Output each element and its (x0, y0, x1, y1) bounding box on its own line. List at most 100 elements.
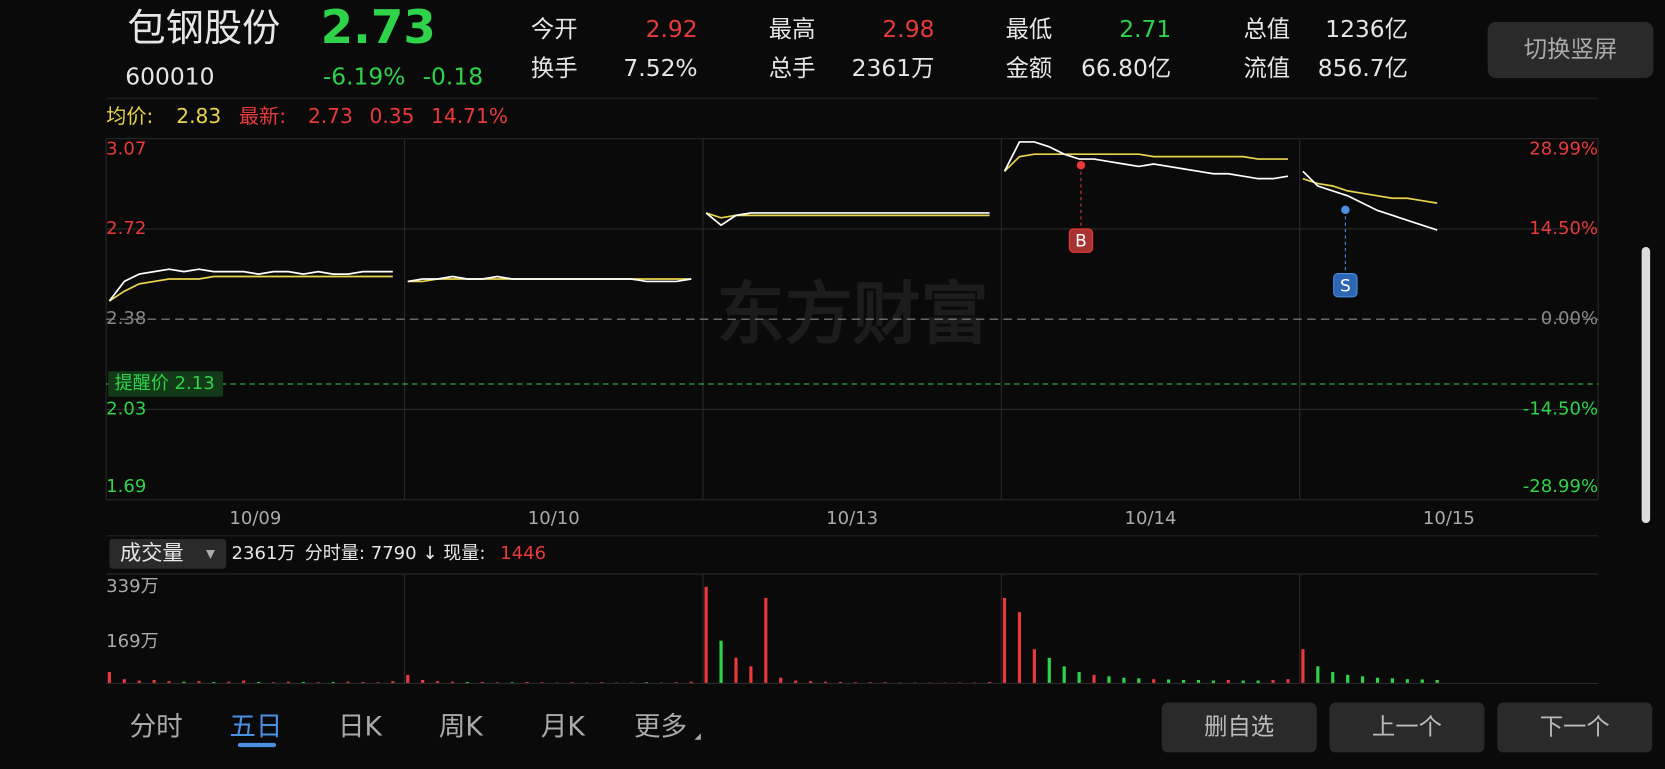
y-axis-left-label: 2.72 (106, 218, 146, 239)
volume-bar (1435, 679, 1439, 684)
price-line (705, 212, 990, 227)
date-label: 10/14 (1125, 508, 1177, 529)
stat-label: 流值 (1243, 54, 1290, 82)
volume-bar (1271, 679, 1275, 684)
volume-bar (212, 681, 216, 684)
action-button[interactable] (1497, 702, 1653, 753)
volume-axis-label: 339万 (106, 576, 158, 597)
stat-label: 换手 (531, 54, 578, 82)
volume-bar (301, 681, 305, 684)
change-pct: -6.19% (323, 63, 406, 91)
volume-bar (406, 674, 410, 684)
marker-label: B (1075, 232, 1087, 252)
volume-selector-label: 成交量 (120, 541, 184, 566)
tab[interactable]: 更多 (634, 712, 687, 743)
tab[interactable]: 日K (338, 712, 383, 743)
volume-bar (391, 681, 395, 684)
marker-badge (1068, 228, 1094, 253)
volume-bar (794, 680, 798, 684)
avg-line (1302, 177, 1438, 204)
volume-bar (1241, 680, 1245, 684)
volume-current: 1446 (500, 543, 546, 564)
y-axis-right-label: -14.50% (1523, 398, 1598, 419)
volume-bar (1360, 676, 1365, 684)
price-line (1302, 170, 1438, 231)
volume-bar (316, 682, 320, 684)
price-line (1003, 141, 1289, 180)
avg-label: 均价: (106, 104, 153, 128)
stat-value: 2.71 (1119, 15, 1171, 43)
volume-bar (1196, 679, 1201, 684)
tab[interactable]: 周K (439, 712, 484, 743)
latest-label: 最新: (239, 104, 286, 128)
volume-bar (1062, 666, 1066, 684)
latest-pct: 14.71% (431, 104, 508, 128)
volume-bar (1316, 666, 1320, 684)
alert-tag (108, 371, 223, 397)
y-axis-right-label: 0.00% (1541, 308, 1598, 329)
volume-bar (1077, 672, 1081, 684)
volume-bar (197, 681, 201, 684)
volume-bar (242, 680, 246, 684)
volume-bar (1405, 679, 1409, 684)
tab[interactable]: 月K (541, 712, 586, 743)
price: 2.73 (321, 1, 436, 55)
volume-bar (1047, 657, 1051, 684)
volume-bar (1152, 679, 1156, 684)
volume-bar (674, 682, 678, 684)
stat-label: 总值 (1243, 15, 1290, 43)
volume-bar (808, 681, 813, 684)
volume-bar (570, 682, 574, 684)
latest-change: 0.35 (370, 104, 415, 128)
volume-bar (1017, 612, 1022, 684)
tab[interactable]: 分时 (130, 712, 183, 743)
volume-bar (1092, 674, 1096, 684)
stat-label: 今开 (531, 15, 578, 43)
volume-bar (1181, 679, 1186, 684)
y-axis-left-label: 1.69 (106, 476, 146, 497)
volume-bar (450, 681, 455, 684)
volume-bar (122, 679, 126, 684)
tab[interactable]: 五日 (229, 712, 282, 743)
alert-label: 提醒价 2.13 (115, 373, 215, 394)
action-button[interactable] (1161, 702, 1317, 753)
volume-bar (271, 682, 276, 684)
y-axis-left-label: 2.03 (106, 398, 146, 419)
volume-bar (436, 681, 440, 684)
volume-bar (1331, 672, 1335, 684)
volume-bar (883, 682, 887, 684)
y-axis-right-label: 14.50% (1529, 218, 1598, 239)
volume-selector[interactable] (109, 539, 227, 569)
volume-bar (749, 666, 753, 684)
avg-line (705, 212, 990, 219)
volume-bar (480, 681, 484, 684)
volume-bar (1002, 597, 1007, 684)
marker-badge (1333, 273, 1358, 298)
volume-bar (779, 677, 783, 684)
volume-bar (988, 681, 992, 684)
date-label: 10/13 (826, 508, 878, 529)
avg-line (1003, 153, 1288, 172)
volume-bar (1107, 676, 1111, 684)
y-axis-right-label: 28.99% (1529, 138, 1598, 159)
y-axis-left-label: 3.07 (106, 138, 146, 159)
marker-label: S (1340, 276, 1351, 296)
volume-bar (286, 681, 290, 684)
volume-bar (182, 681, 186, 684)
switch-button[interactable] (1487, 21, 1654, 79)
volume-bar (734, 657, 738, 684)
volume-axis-label: 169万 (106, 631, 158, 652)
action-button[interactable] (1329, 702, 1485, 753)
volume-bar (331, 681, 335, 684)
volume-total: 2361万 (231, 543, 295, 564)
volume-bar (167, 681, 171, 684)
volume-bar (1390, 678, 1395, 684)
volume-bar (823, 681, 828, 684)
stock-name: 包钢股份 (127, 7, 280, 51)
y-axis-left-label: 2.38 (106, 308, 146, 329)
price-line (108, 268, 393, 302)
volume-bar (1301, 649, 1305, 684)
switch-label: 切换竖屏 (1524, 35, 1617, 63)
stat-value: 856.7亿 (1318, 54, 1408, 82)
